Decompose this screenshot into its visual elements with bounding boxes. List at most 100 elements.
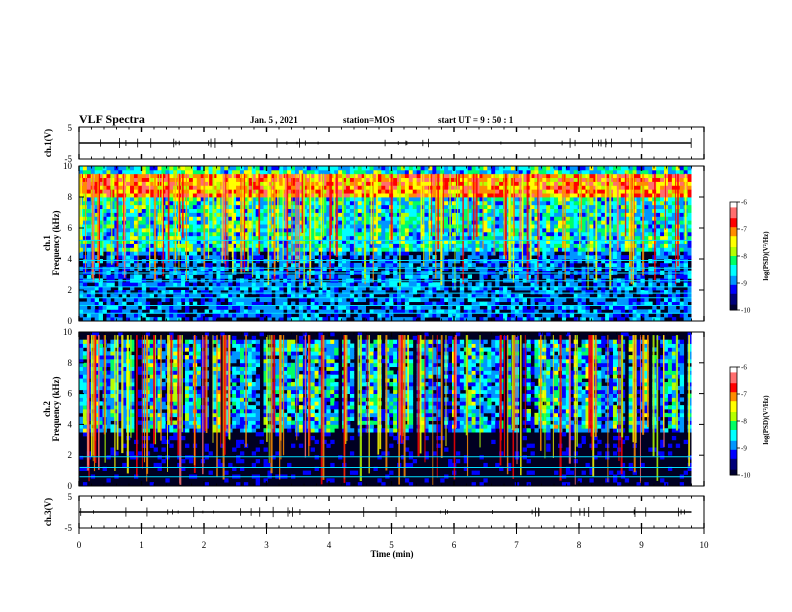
spectrogram-cell [271,251,276,256]
spectrogram-cell [432,235,437,241]
spectrogram-cell [589,208,594,213]
spectrogram-cell [400,247,406,252]
spectrogram-cell [565,181,571,186]
spectrogram-cell [275,169,280,175]
spectrogram-cell [79,166,84,171]
spectrogram-cell [106,169,111,175]
spectrogram-cell [279,193,284,198]
spectrogram-cell [212,193,217,198]
spectrogram-cell [444,177,449,182]
spectrogram-cell [365,243,370,248]
spectrogram-cell [475,200,480,206]
spectrogram-cell [538,243,543,248]
spectrogram-cell [463,208,469,213]
spectrogram-cell [487,282,492,287]
spectrogram-cell [192,309,198,314]
spectrogram-cell [259,189,264,194]
spectrogram-cell [314,185,319,190]
spectrogram-cell [353,220,359,225]
spectrogram-cell [467,216,473,221]
spectrogram-cell [216,309,221,314]
spectrogram-cell [267,197,272,202]
spectrogram-cell [605,181,610,186]
spectrogram-cell [239,305,245,310]
spectrogram-cell [357,251,363,256]
spectrogram-cell [283,243,288,248]
spectrogram-cell [130,181,135,186]
spectrogram-cell [82,282,88,287]
spectrogram-cell [157,301,162,306]
spectrogram-cell [400,197,406,202]
spectrogram-cell [326,262,331,268]
spectrogram-cell [251,282,257,287]
spectrogram-cell [283,228,288,233]
spectrogram-cell [314,286,319,291]
spectrogram-cell [185,228,190,233]
spectrogram-cell [558,274,563,279]
spectrogram-cell [424,212,429,217]
spectrogram-cell [636,185,641,190]
spectrogram-cell [259,169,264,175]
spectrogram-cell [412,274,418,279]
spectrogram-cell [385,231,390,237]
spectrogram-cell [471,247,476,252]
spectrogram-cell [133,181,139,186]
spectrogram-cell [322,262,327,268]
spectrogram-cell [118,181,123,186]
spectrogram-cell [471,305,476,310]
spectrogram-cell [165,181,170,186]
spectrogram-cell [251,247,257,252]
spectrogram-cell [330,274,335,279]
spectrogram-cell [632,239,637,244]
spectrogram-cell [526,181,531,186]
spectrogram-cell [255,305,261,310]
spectrogram-cell [420,181,425,186]
spectrogram-cell [416,274,421,279]
spectrogram-cell [381,193,386,198]
spectrogram-cell [365,247,370,252]
spectrogram-cell [326,293,331,299]
spectrogram-cell [130,266,135,272]
spectrogram-cell [224,224,229,229]
spectrogram-cell [612,309,618,314]
spectrogram-cell [448,259,453,264]
spectrogram-cell [310,251,315,256]
spectrogram-cell [385,317,390,322]
spectrogram-cell [90,290,96,295]
spectrogram-cell [561,317,567,322]
spectrogram-cell [247,177,253,182]
spectrogram-cell [283,239,288,244]
spectrogram-cell [404,204,410,210]
spectrogram-cell [393,220,398,225]
spectrogram-cell [298,305,304,310]
spectrogram-cell [192,243,198,248]
spectrogram-cell [287,220,292,225]
spectrogram-cell [196,239,202,244]
spectrogram-cell [530,204,535,210]
spectrogram-cell [632,185,637,190]
spectrogram-cell [589,200,594,206]
spectrogram-cell [204,266,209,272]
spectrogram-cell [573,197,579,202]
spectrogram-cell [232,305,237,310]
spectrogram-cell [397,193,402,198]
spectrogram-cell [145,224,151,229]
spectrogram-cell [448,262,453,268]
spectrogram-cell [459,297,465,303]
spectrogram-cell [636,212,641,217]
spectrogram-cell [440,173,445,179]
spectrogram-cell [416,204,421,210]
spectrogram-cell [412,216,418,221]
spectrogram-cell [491,301,496,306]
spectrogram-cell [137,290,143,295]
spectrogram-cell [577,255,582,260]
spectrogram-cell [334,266,339,272]
spectrogram-cell [302,301,308,306]
spectrogram-cell [400,309,406,314]
spectrogram-cell [169,181,174,186]
spectrogram-cell [342,266,347,272]
spectrogram-cell [393,293,398,299]
spectrogram-cell [522,181,527,186]
spectrogram-cell [581,313,586,318]
spectrogram-cell [597,301,602,306]
